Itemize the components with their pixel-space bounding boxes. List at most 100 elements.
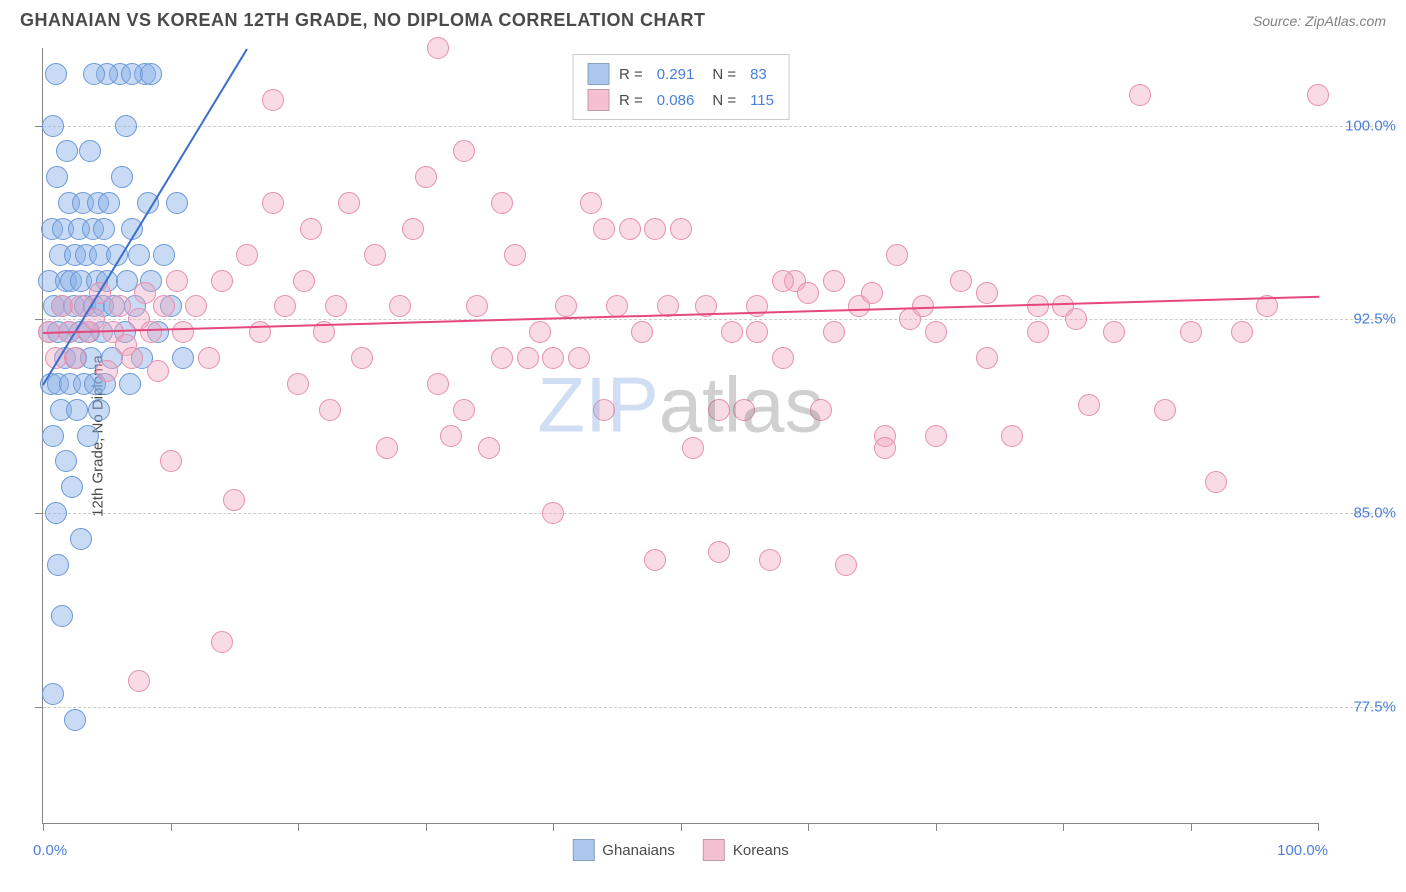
scatter-point	[886, 244, 908, 266]
scatter-point	[453, 140, 475, 162]
scatter-point	[389, 295, 411, 317]
scatter-point	[42, 425, 64, 447]
chart-header: GHANAIAN VS KOREAN 12TH GRADE, NO DIPLOM…	[0, 0, 1406, 39]
x-axis-min-label: 0.0%	[33, 842, 67, 859]
scatter-point	[121, 347, 143, 369]
chart-source: Source: ZipAtlas.com	[1253, 13, 1386, 29]
scatter-point	[478, 437, 500, 459]
scatter-point	[64, 347, 86, 369]
scatter-point	[861, 282, 883, 304]
scatter-point	[55, 450, 77, 472]
scatter-point	[128, 244, 150, 266]
scatter-point	[976, 347, 998, 369]
scatter-point	[153, 295, 175, 317]
series-legend-item: Koreans	[703, 839, 789, 861]
scatter-point	[61, 476, 83, 498]
scatter-point	[759, 549, 781, 571]
correlation-legend-row: R =0.086N =115	[587, 87, 774, 113]
scatter-point	[93, 218, 115, 240]
scatter-point	[593, 399, 615, 421]
scatter-point	[619, 218, 641, 240]
scatter-point	[79, 140, 101, 162]
scatter-point	[1307, 84, 1329, 106]
scatter-point	[111, 166, 133, 188]
scatter-point	[66, 399, 88, 421]
x-axis-tick	[171, 823, 172, 831]
x-axis-max-label: 100.0%	[1277, 842, 1328, 859]
scatter-point	[42, 115, 64, 137]
scatter-point	[772, 347, 794, 369]
scatter-point	[542, 347, 564, 369]
scatter-point	[593, 218, 615, 240]
scatter-point	[491, 347, 513, 369]
scatter-point	[542, 502, 564, 524]
scatter-point	[1001, 425, 1023, 447]
scatter-point	[319, 399, 341, 421]
x-axis-tick	[1063, 823, 1064, 831]
scatter-point	[274, 295, 296, 317]
scatter-point	[1027, 295, 1049, 317]
scatter-point	[580, 192, 602, 214]
gridline	[43, 707, 1388, 708]
scatter-point	[376, 437, 398, 459]
scatter-point	[517, 347, 539, 369]
scatter-point	[166, 192, 188, 214]
scatter-point	[119, 373, 141, 395]
scatter-point	[874, 437, 896, 459]
series-legend-label: Ghanaians	[602, 842, 675, 859]
scatter-point	[140, 63, 162, 85]
x-axis-tick	[426, 823, 427, 831]
x-axis-tick	[1318, 823, 1319, 831]
y-axis-tick-label: 92.5%	[1326, 311, 1396, 328]
scatter-point	[98, 192, 120, 214]
scatter-point	[223, 489, 245, 511]
scatter-point	[950, 270, 972, 292]
scatter-point	[115, 115, 137, 137]
scatter-point	[708, 541, 730, 563]
x-axis-tick	[808, 823, 809, 831]
legend-swatch	[587, 63, 609, 85]
scatter-point	[631, 321, 653, 343]
legend-swatch	[703, 839, 725, 861]
scatter-point	[211, 631, 233, 653]
scatter-point	[45, 502, 67, 524]
scatter-point	[249, 321, 271, 343]
x-axis-tick	[681, 823, 682, 831]
legend-swatch	[587, 89, 609, 111]
gridline	[43, 513, 1388, 514]
scatter-point	[160, 450, 182, 472]
scatter-point	[211, 270, 233, 292]
scatter-point	[70, 528, 92, 550]
scatter-point	[835, 554, 857, 576]
scatter-point	[47, 554, 69, 576]
legend-r-value: 0.291	[657, 66, 695, 83]
scatter-point	[51, 605, 73, 627]
scatter-point	[166, 270, 188, 292]
scatter-point	[96, 360, 118, 382]
scatter-point	[287, 373, 309, 395]
legend-r-value: 0.086	[657, 92, 695, 109]
scatter-point	[746, 321, 768, 343]
y-axis-tick-label: 100.0%	[1326, 117, 1396, 134]
scatter-point	[236, 244, 258, 266]
legend-n-value: 115	[750, 92, 774, 109]
scatter-point	[415, 166, 437, 188]
scatter-point	[644, 218, 666, 240]
x-axis-tick	[43, 823, 44, 831]
scatter-point	[708, 399, 730, 421]
series-legend-item: Ghanaians	[572, 839, 675, 861]
correlation-legend: R =0.291N =83R =0.086N =115	[572, 54, 789, 120]
scatter-point	[1065, 308, 1087, 330]
scatter-point	[185, 295, 207, 317]
gridline	[43, 319, 1388, 320]
scatter-point	[262, 192, 284, 214]
series-legend-label: Koreans	[733, 842, 789, 859]
scatter-point	[810, 399, 832, 421]
x-axis-tick	[1191, 823, 1192, 831]
scatter-point	[1027, 321, 1049, 343]
trend-line	[43, 296, 1319, 334]
scatter-point	[262, 89, 284, 111]
scatter-point	[134, 282, 156, 304]
gridline	[43, 126, 1388, 127]
y-axis-tick	[35, 707, 43, 708]
